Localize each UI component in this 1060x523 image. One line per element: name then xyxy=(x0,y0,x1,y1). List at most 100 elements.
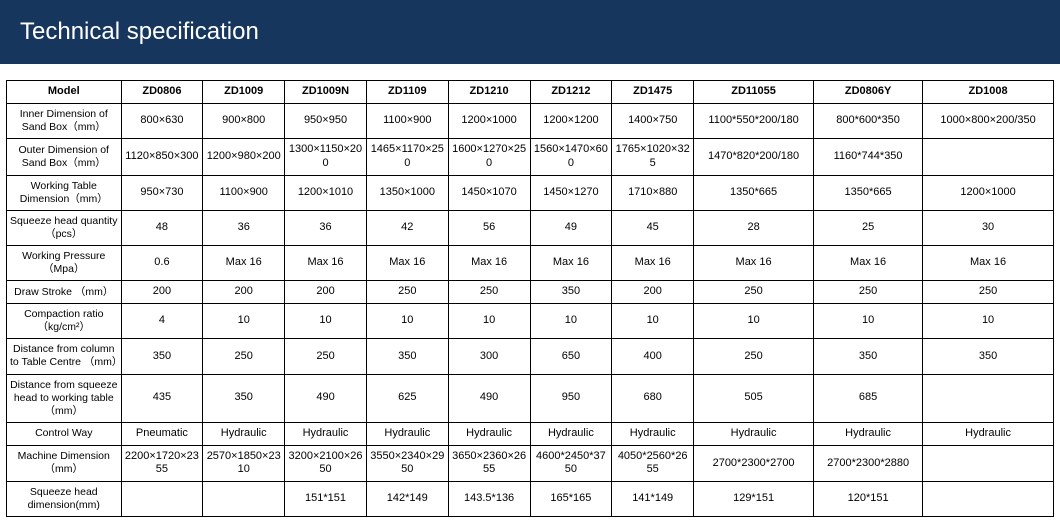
cell: 129*151 xyxy=(694,482,814,517)
cell: 42 xyxy=(366,210,448,245)
cell: 1300×1150×200 xyxy=(285,139,367,176)
cell xyxy=(923,374,1054,422)
cell: Max 16 xyxy=(530,246,612,281)
cell: 1100*550*200/180 xyxy=(694,103,814,138)
cell: 800*600*350 xyxy=(814,103,923,138)
cell: 3650×2360×2655 xyxy=(448,445,530,482)
table-row: Draw Stroke （mm）200200200250250350200250… xyxy=(7,281,1054,304)
cell: 350 xyxy=(923,339,1054,374)
cell: 10 xyxy=(285,304,367,339)
row-label: Working Table Dimension（mm） xyxy=(7,175,122,210)
table-row: Control WayPneumaticHydraulicHydraulicHy… xyxy=(7,422,1054,445)
cell: 950 xyxy=(530,374,612,422)
cell: 56 xyxy=(448,210,530,245)
cell: 250 xyxy=(203,339,285,374)
cell: 3550×2340×2950 xyxy=(366,445,448,482)
row-label: Control Way xyxy=(7,422,122,445)
cell: 48 xyxy=(121,210,203,245)
cell: Hydraulic xyxy=(694,422,814,445)
cell: 141*149 xyxy=(612,482,694,517)
cell: 2570×1850×2310 xyxy=(203,445,285,482)
cell: 350 xyxy=(203,374,285,422)
cell: Hydraulic xyxy=(923,422,1054,445)
col-header: ZD1008 xyxy=(923,81,1054,104)
cell: 435 xyxy=(121,374,203,422)
col-header: ZD11055 xyxy=(694,81,814,104)
cell xyxy=(923,482,1054,517)
cell: 250 xyxy=(814,281,923,304)
cell: 490 xyxy=(448,374,530,422)
cell: 1560×1470×600 xyxy=(530,139,612,176)
cell: 10 xyxy=(448,304,530,339)
table-head: Model ZD0806 ZD1009 ZD1009N ZD1109 ZD121… xyxy=(7,81,1054,104)
cell: Hydraulic xyxy=(285,422,367,445)
cell: 10 xyxy=(612,304,694,339)
cell: 650 xyxy=(530,339,612,374)
cell: 25 xyxy=(814,210,923,245)
cell: 1100×900 xyxy=(366,103,448,138)
cell: 4 xyxy=(121,304,203,339)
cell: Max 16 xyxy=(694,246,814,281)
cell: 250 xyxy=(694,339,814,374)
cell: 685 xyxy=(814,374,923,422)
cell: Hydraulic xyxy=(530,422,612,445)
cell: 0.6 xyxy=(121,246,203,281)
cell: 45 xyxy=(612,210,694,245)
cell: 10 xyxy=(203,304,285,339)
cell: 800×630 xyxy=(121,103,203,138)
cell: 1160*744*350 xyxy=(814,139,923,176)
cell: 200 xyxy=(285,281,367,304)
cell: 1765×1020×325 xyxy=(612,139,694,176)
cell: 10 xyxy=(366,304,448,339)
col-header: ZD1009 xyxy=(203,81,285,104)
cell: 250 xyxy=(448,281,530,304)
table-row: Working Pressure（Mpa）0.6Max 16Max 16Max … xyxy=(7,246,1054,281)
table-row: Squeeze head quantity（pcs）48363642564945… xyxy=(7,210,1054,245)
row-label: Distance from column to Table Centre （mm… xyxy=(7,339,122,374)
cell: 3200×2100×2650 xyxy=(285,445,367,482)
col-header: ZD1212 xyxy=(530,81,612,104)
cell: 36 xyxy=(203,210,285,245)
cell: 200 xyxy=(121,281,203,304)
table-row: Compaction ratio（kg/cm²）4101010101010101… xyxy=(7,304,1054,339)
page-header: Technical specification xyxy=(0,0,1060,64)
cell: 2200×1720×2355 xyxy=(121,445,203,482)
row-label: Draw Stroke （mm） xyxy=(7,281,122,304)
row-label: Squeeze head quantity（pcs） xyxy=(7,210,122,245)
cell: Max 16 xyxy=(923,246,1054,281)
cell: Max 16 xyxy=(448,246,530,281)
table-header-row: Model ZD0806 ZD1009 ZD1009N ZD1109 ZD121… xyxy=(7,81,1054,104)
col-header: ZD1009N xyxy=(285,81,367,104)
cell: 4600*2450*3750 xyxy=(530,445,612,482)
row-label: Machine Dimension（mm） xyxy=(7,445,122,482)
row-label: Squeeze head dimension(mm) xyxy=(7,482,122,517)
cell: 250 xyxy=(923,281,1054,304)
cell: Hydraulic xyxy=(814,422,923,445)
cell: 142*149 xyxy=(366,482,448,517)
cell: 1400×750 xyxy=(612,103,694,138)
cell: 1000×800×200/350 xyxy=(923,103,1054,138)
spec-table-container: Model ZD0806 ZD1009 ZD1009N ZD1109 ZD121… xyxy=(0,64,1060,523)
cell: Hydraulic xyxy=(612,422,694,445)
cell: 10 xyxy=(530,304,612,339)
table-row: Distance from squeeze head to working ta… xyxy=(7,374,1054,422)
cell: 1450×1270 xyxy=(530,175,612,210)
cell xyxy=(923,139,1054,176)
cell: 36 xyxy=(285,210,367,245)
cell xyxy=(121,482,203,517)
col-header: ZD0806Y xyxy=(814,81,923,104)
cell: 143.5*136 xyxy=(448,482,530,517)
table-row: Distance from column to Table Centre （mm… xyxy=(7,339,1054,374)
cell: 250 xyxy=(694,281,814,304)
table-row: Squeeze head dimension(mm) 151*151142*149… xyxy=(7,482,1054,517)
col-header: ZD1109 xyxy=(366,81,448,104)
cell: Max 16 xyxy=(203,246,285,281)
cell: 4050*2560*2655 xyxy=(612,445,694,482)
table-body: Inner Dimension of Sand Box（mm）800×63090… xyxy=(7,103,1054,517)
cell: 2700*2300*2880 xyxy=(814,445,923,482)
cell: Max 16 xyxy=(612,246,694,281)
cell: 10 xyxy=(814,304,923,339)
cell: 950×950 xyxy=(285,103,367,138)
row-label: Outer Dimension of Sand Box（mm） xyxy=(7,139,122,176)
cell: 151*151 xyxy=(285,482,367,517)
